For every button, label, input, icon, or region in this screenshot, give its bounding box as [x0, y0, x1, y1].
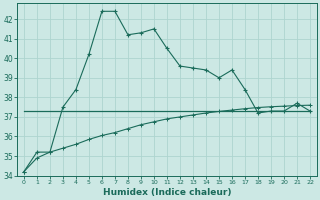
- X-axis label: Humidex (Indice chaleur): Humidex (Indice chaleur): [103, 188, 231, 197]
